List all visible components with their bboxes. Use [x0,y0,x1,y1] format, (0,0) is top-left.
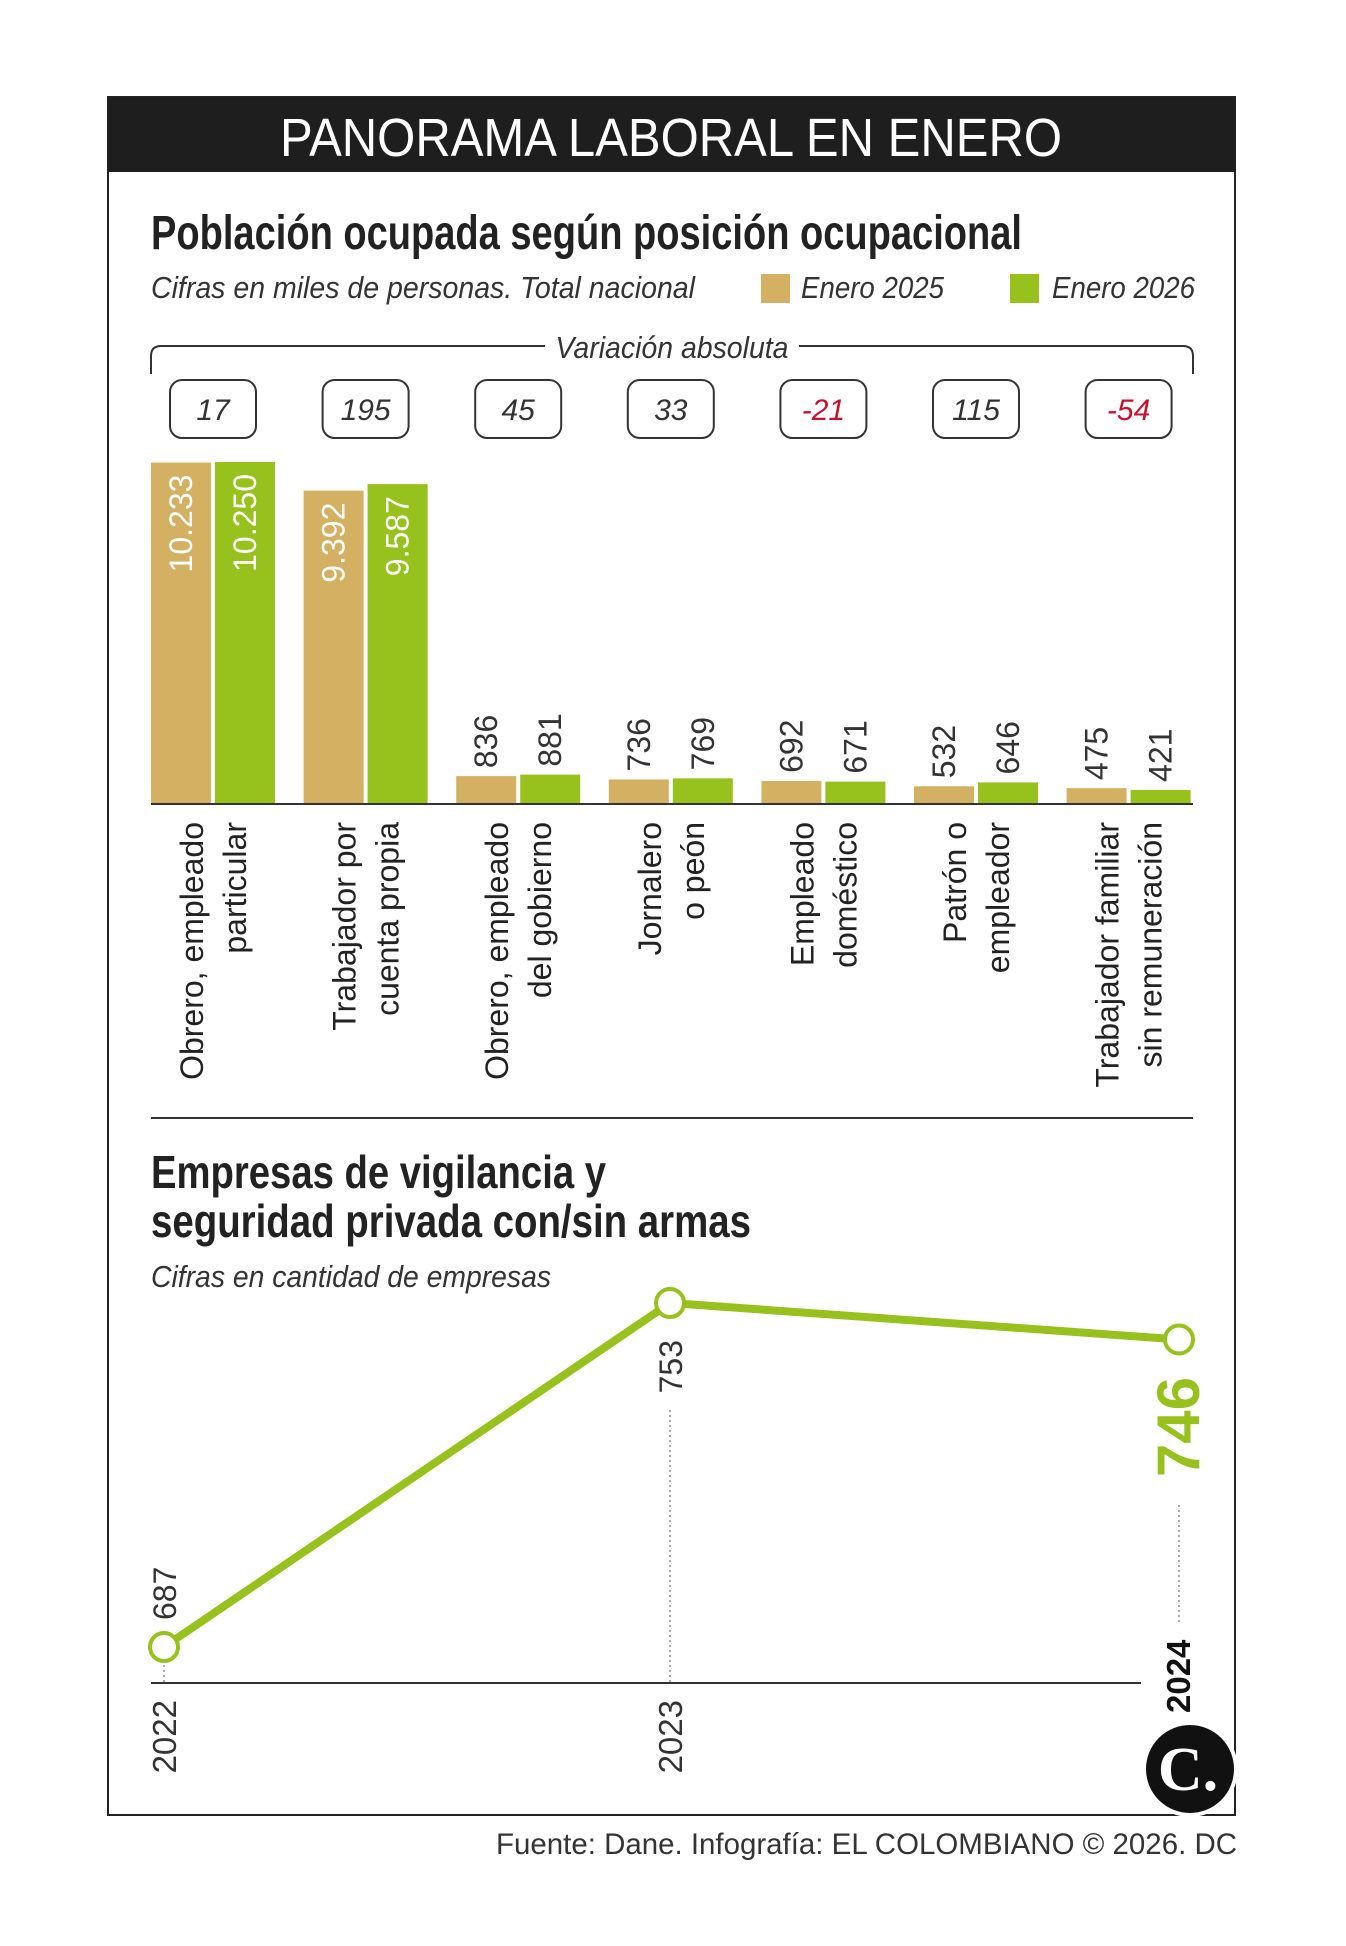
bar-value-label: 769 [685,717,721,770]
category-label: Empleado [784,822,820,966]
category-label: sin remuneración [1133,822,1169,1067]
bar-enero-2025 [303,490,364,804]
page-title: PANORAMA LABORAL EN ENERO [280,108,1062,168]
data-point-2022 [148,1631,180,1663]
category-label: Obrero, empleado [174,822,210,1080]
bar-value-label: 9.587 [380,496,416,576]
category-label: del gobierno [522,822,558,998]
data-point-2024 [1163,1323,1195,1356]
category-label: Obrero, empleado [479,822,515,1080]
variation-box [474,379,563,439]
bar-value-label: 692 [773,720,809,773]
variation-value: -21 [802,394,845,427]
chart2-subtitle: Cifras en cantidad de empresas [151,1259,551,1294]
line-chart: 687 753 746 2022 2023 2024 [146,1287,1212,1773]
bar-value-label: 475 [1079,727,1115,780]
category-label: empleador [980,822,1016,974]
bar-enero-2025 [151,462,211,804]
chart1-title: Población ocupada según posición ocupaci… [151,207,1022,260]
year-label-2023: 2023 [652,1700,689,1773]
bar-value-label: 421 [1143,729,1179,782]
variation-value: -54 [1107,394,1150,427]
bar-enero-2026 [215,462,275,804]
category-label: Trabajador por [327,822,363,1031]
bar-enero-2025 [456,776,517,804]
bar-value-label: 646 [990,721,1026,774]
bar-enero-2026 [825,781,886,804]
variation-value: 115 [952,394,1000,427]
variation-box [169,379,257,439]
variation-box [321,379,410,439]
variation-box [1084,379,1173,439]
category-label: particular [217,822,253,954]
chart2-title-line1: Empresas de vigilancia y [151,1146,606,1198]
bar-value-label: 9.392 [316,503,352,583]
title-bar [108,97,1235,172]
category-label: doméstico [827,822,863,968]
chart1-subtitle: Cifras en miles de personas. Total nacio… [151,270,696,305]
bar-enero-2026 [520,774,581,804]
bar-enero-2025 [1066,788,1127,804]
category-label: o peón [675,822,711,920]
variation-value: 17 [196,394,231,427]
variation-value: 33 [654,394,688,427]
chart2-title-line2: seguridad privada con/sin armas [151,1195,751,1247]
bar-enero-2025 [914,786,974,804]
value-label-2024: 746 [1145,1377,1212,1477]
bar-value-label: 836 [468,715,504,768]
bar-enero-2025 [761,780,822,804]
bar-value-label: 881 [532,713,568,766]
variation-box [932,379,1020,439]
bar-value-label: 10.250 [227,474,263,572]
bar-value-label: 532 [926,725,962,778]
variation-value: 45 [502,394,536,427]
svg-text:C.: C. [1158,1736,1218,1804]
year-label-2024: 2024 [1160,1639,1197,1713]
variation-box [779,379,868,439]
category-label: Trabajador familiar [1090,822,1126,1088]
legend-label-2025: Enero 2025 [801,270,945,305]
year-label-2022: 2022 [146,1700,183,1773]
bar-value-label: 671 [837,720,873,773]
variation-box [626,379,715,439]
bar-enero-2026 [978,782,1038,804]
variation-bracket [150,345,1194,374]
bar-value-label: 736 [621,718,657,771]
value-label-2023: 753 [653,1340,689,1393]
bar-value-label: 10.233 [163,475,199,573]
el-colombiano-logo: C. [1142,1721,1238,1817]
bar-enero-2025 [608,779,669,804]
data-point-2023 [654,1287,686,1319]
bar-enero-2026 [672,778,733,804]
category-label: Jornalero [632,822,668,955]
source-credit: Fuente: Dane. Infografía: EL COLOMBIANO … [496,1828,1237,1861]
legend-swatch-2026 [1010,274,1039,303]
bar-enero-2026 [1130,789,1191,804]
legend-label-2026: Enero 2026 [1052,270,1196,305]
category-label: Patrón o [937,822,973,943]
variation-label: Variación absoluta [556,330,789,365]
legend-swatch-2025 [761,274,790,303]
value-label-2022: 687 [147,1567,183,1620]
bar-enero-2026 [367,484,428,804]
variation-value: 195 [341,394,391,427]
category-label: cuenta propia [370,822,406,1016]
